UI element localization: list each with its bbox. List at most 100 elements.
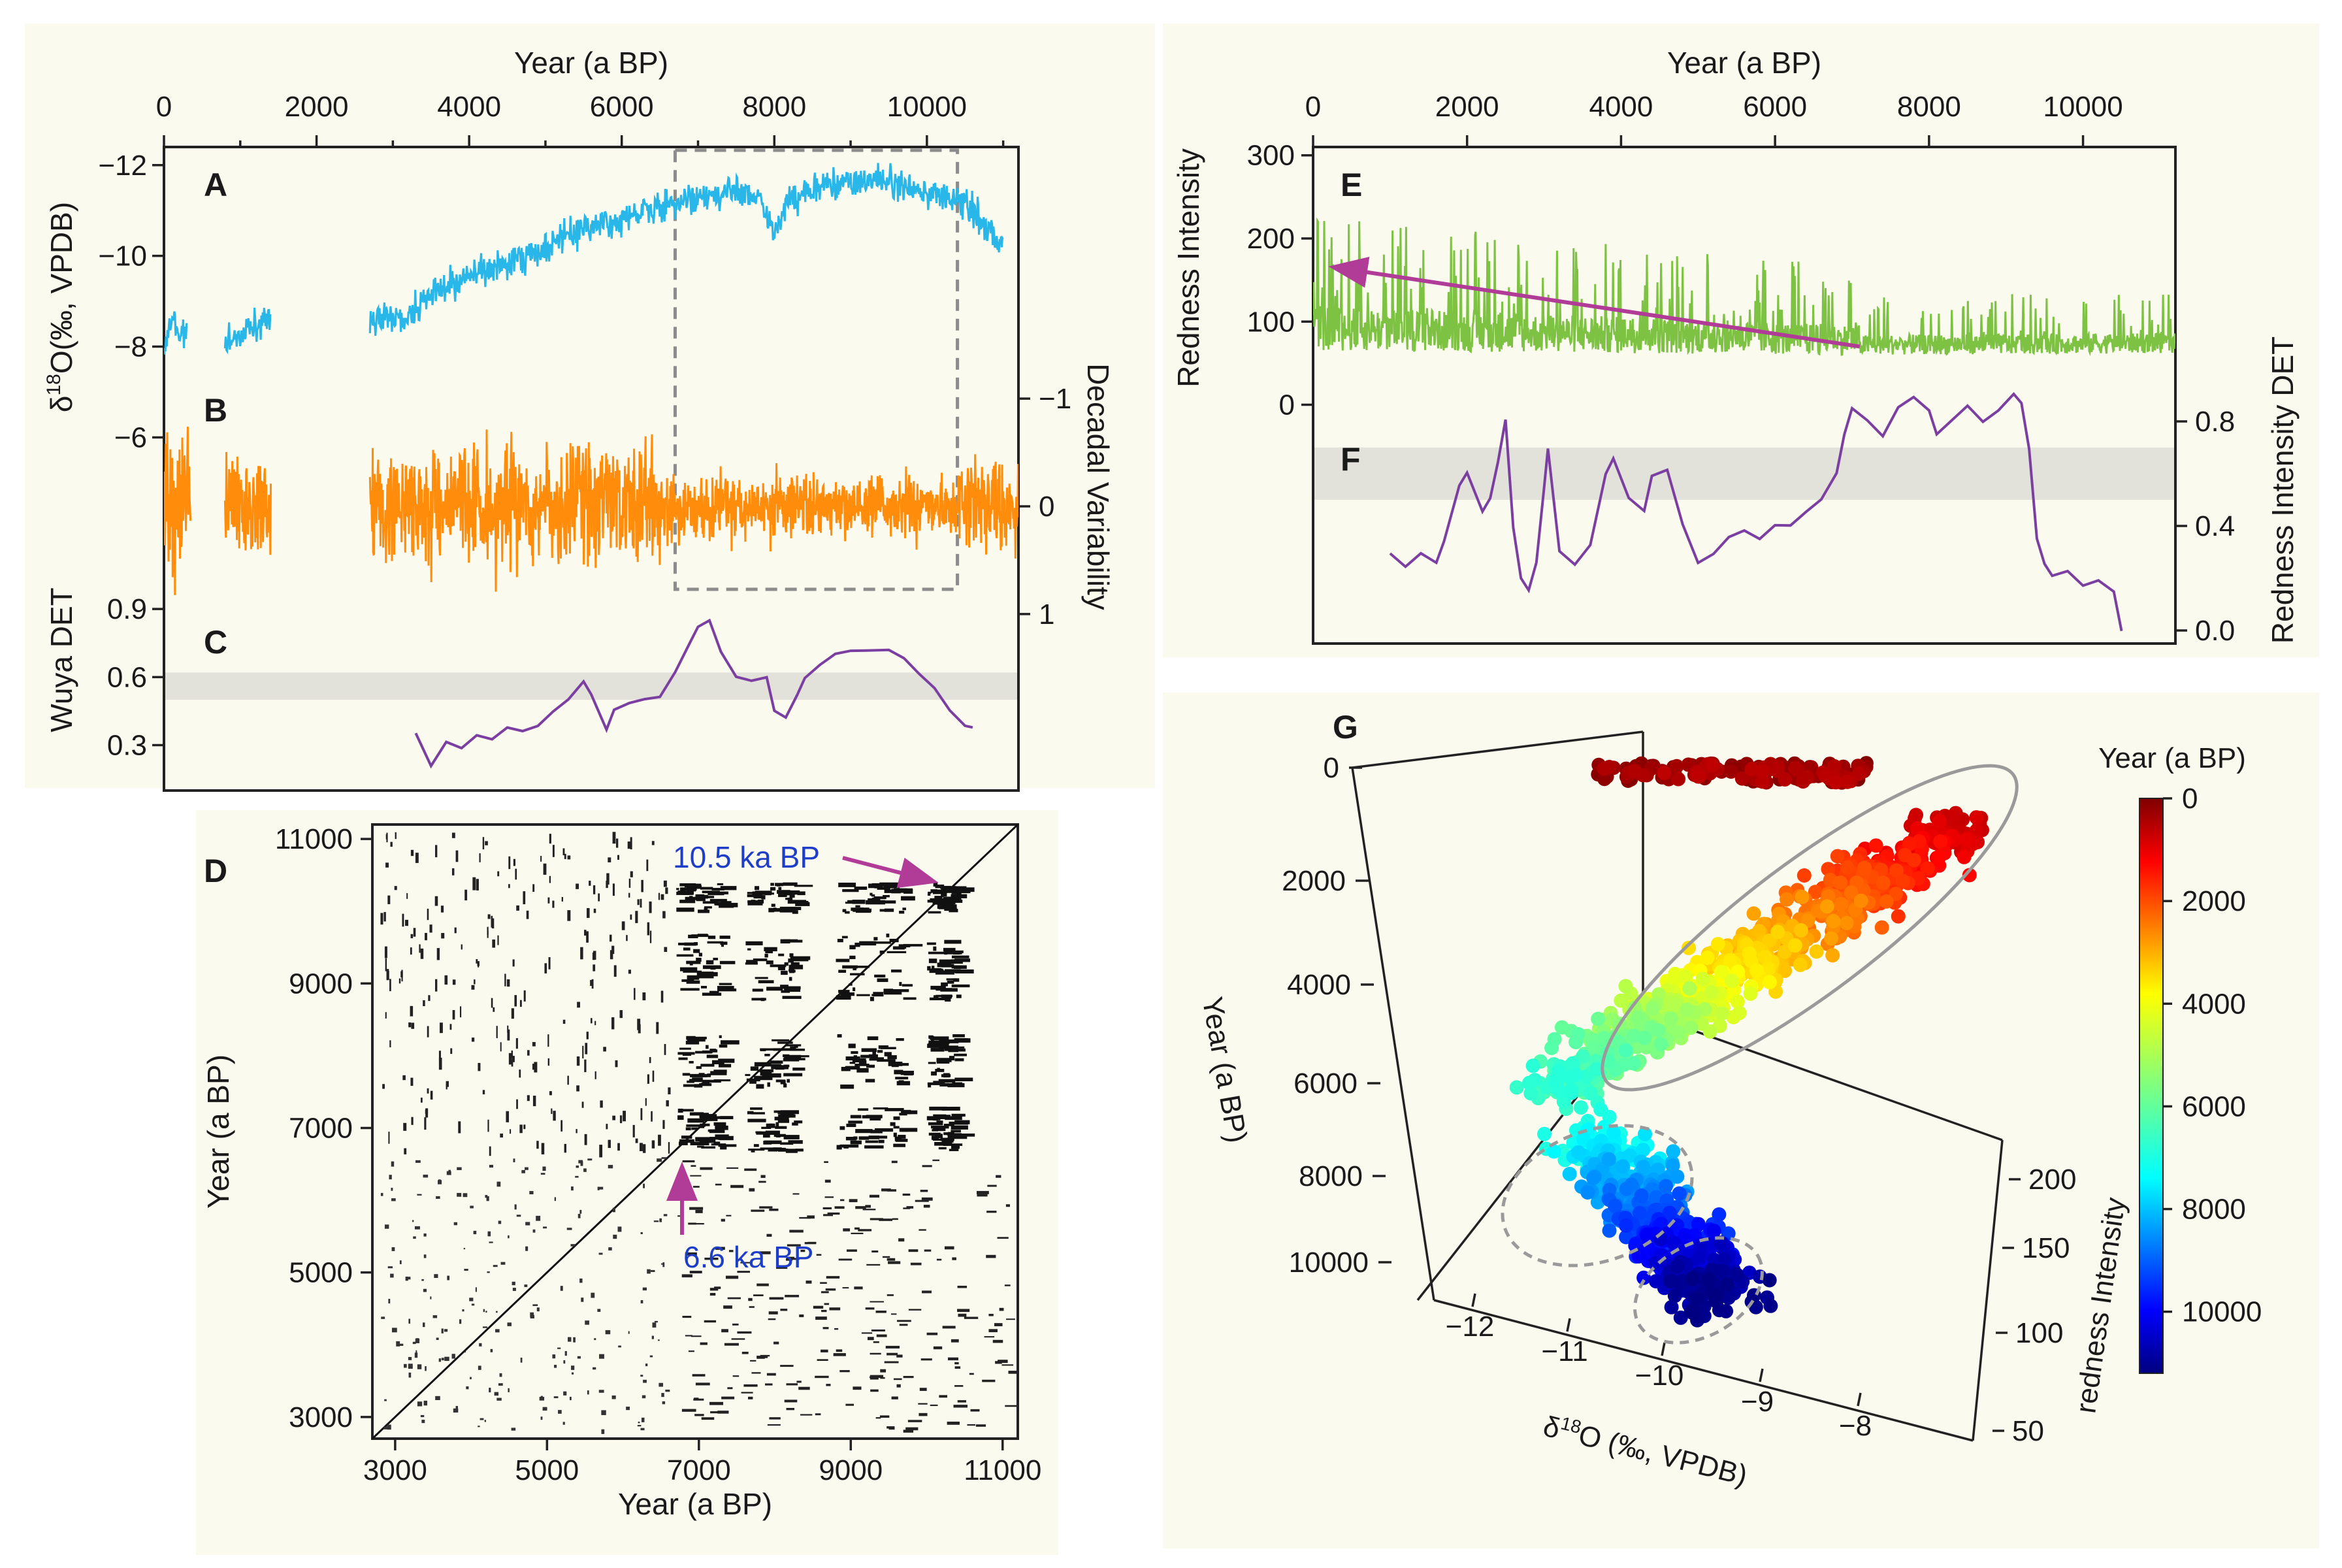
recurrence-mark <box>789 953 794 957</box>
recurrence-mark <box>549 834 551 844</box>
recurrence-mark <box>880 1369 886 1373</box>
scatter-point <box>1622 1149 1637 1163</box>
recurrence-mark <box>566 1228 572 1230</box>
y-tick-label-f: 0.0 <box>2195 615 2235 647</box>
recurrence-mark <box>718 1144 737 1147</box>
recurrence-mark <box>845 1066 860 1070</box>
panel-ef-frame <box>1312 146 2177 645</box>
recurrence-mark <box>769 1297 784 1300</box>
recurrence-mark <box>420 1098 423 1103</box>
recurrence-mark <box>769 1417 781 1420</box>
recurrence-mark <box>612 1115 616 1120</box>
d18o-segment <box>223 308 272 355</box>
recurrence-mark <box>795 902 810 906</box>
recurrence-mark <box>805 1281 812 1284</box>
recurrence-mark <box>651 1140 655 1149</box>
recurrence-mark <box>689 1073 707 1077</box>
recurrence-mark <box>740 1262 753 1264</box>
recurrence-mark <box>954 1037 968 1042</box>
recurrence-mark <box>1005 1405 1018 1407</box>
recurrence-mark <box>868 1135 880 1139</box>
scatter-point <box>1685 1305 1700 1320</box>
recurrence-mark <box>649 1056 651 1064</box>
recurrence-mark <box>787 1244 801 1247</box>
recurrence-mark <box>541 1143 545 1154</box>
recurrence-mark <box>699 1083 712 1086</box>
recurrence-mark <box>399 1343 404 1347</box>
scatter-point <box>1671 772 1686 787</box>
recurrence-mark <box>899 1113 907 1116</box>
x-tick-label-d: 11000 <box>964 1454 1041 1486</box>
recurrence-mark <box>750 1107 762 1110</box>
recurrence-mark <box>836 958 850 962</box>
recurrence-mark <box>408 1022 412 1028</box>
recurrence-mark <box>922 1165 932 1168</box>
recurrence-mark <box>700 1117 718 1121</box>
recurrence-mark <box>798 1386 810 1390</box>
recurrence-mark <box>516 1099 518 1109</box>
scatter-point <box>1544 1041 1559 1055</box>
recurrence-mark <box>840 1085 854 1089</box>
recurrence-mark <box>871 1329 885 1331</box>
recurrence-mark <box>563 1360 566 1364</box>
recurrence-mark <box>440 1022 443 1034</box>
recurrence-mark <box>760 1048 765 1051</box>
scatter-point <box>1770 924 1785 939</box>
recurrence-mark <box>839 1370 850 1373</box>
recurrence-mark <box>593 885 596 894</box>
recurrence-mark <box>789 968 794 973</box>
recurrence-mark <box>786 1407 795 1411</box>
recurrence-mark <box>695 975 714 979</box>
recurrence-mark <box>947 1421 960 1425</box>
scatter-point <box>1853 893 1868 908</box>
x-tick-g <box>1857 1392 1862 1407</box>
recurrence-mark <box>647 922 650 936</box>
recurrence-mark <box>389 979 391 992</box>
recurrence-mark <box>585 1320 589 1325</box>
recurrence-mark <box>789 1230 804 1233</box>
recurrence-mark <box>676 954 694 957</box>
x-tick-label-a: 2000 <box>285 91 349 123</box>
y-tick-label-e: 300 <box>1247 140 1295 172</box>
recurrence-mark <box>608 1139 611 1149</box>
recurrence-mark <box>786 1383 798 1386</box>
recurrence-mark <box>498 1220 502 1224</box>
recurrence-mark <box>527 1050 530 1056</box>
recurrence-mark <box>977 1194 988 1197</box>
recurrence-mark <box>775 1135 781 1137</box>
recurrence-mark <box>756 1356 765 1359</box>
recurrence-mark <box>690 1039 706 1042</box>
x-axis-title-d: Year (a BP) <box>618 1487 772 1521</box>
recurrence-mark <box>998 1360 1008 1364</box>
recurrence-mark <box>839 1126 845 1130</box>
recurrence-mark <box>579 1209 582 1214</box>
recurrence-mark <box>919 1229 926 1231</box>
recurrence-mark <box>741 1351 749 1354</box>
recurrence-mark <box>594 1338 596 1341</box>
recurrence-mark <box>619 1115 623 1124</box>
recurrence-mark <box>764 1053 770 1056</box>
recurrence-mark <box>702 992 722 996</box>
scatter-point <box>1670 1259 1685 1274</box>
recurrence-mark <box>853 968 857 971</box>
recurrence-mark <box>896 1384 901 1388</box>
recurrence-mark <box>691 1127 698 1130</box>
year-tick-label-g: 2000 <box>1282 865 1346 897</box>
recurrence-mark <box>523 1124 526 1130</box>
recurrence-mark <box>790 1046 796 1051</box>
panel-label-e: E <box>1341 167 1362 203</box>
recurrence-mark <box>889 938 899 943</box>
recurrence-mark <box>511 1050 513 1058</box>
recurrence-mark <box>679 1047 691 1050</box>
recurrence-mark <box>840 992 855 996</box>
recurrence-mark <box>741 1392 753 1394</box>
recurrence-mark <box>880 1377 885 1379</box>
recurrence-mark <box>459 1319 462 1324</box>
recurrence-mark <box>606 1124 608 1130</box>
recurrence-mark <box>715 1183 722 1186</box>
recurrence-mark <box>385 1012 387 1019</box>
recurrence-mark <box>447 1275 450 1281</box>
ellipse-late-a <box>1501 1124 1694 1267</box>
x-tick-label-d: 9000 <box>819 1454 883 1486</box>
recurrence-mark <box>754 1062 772 1067</box>
